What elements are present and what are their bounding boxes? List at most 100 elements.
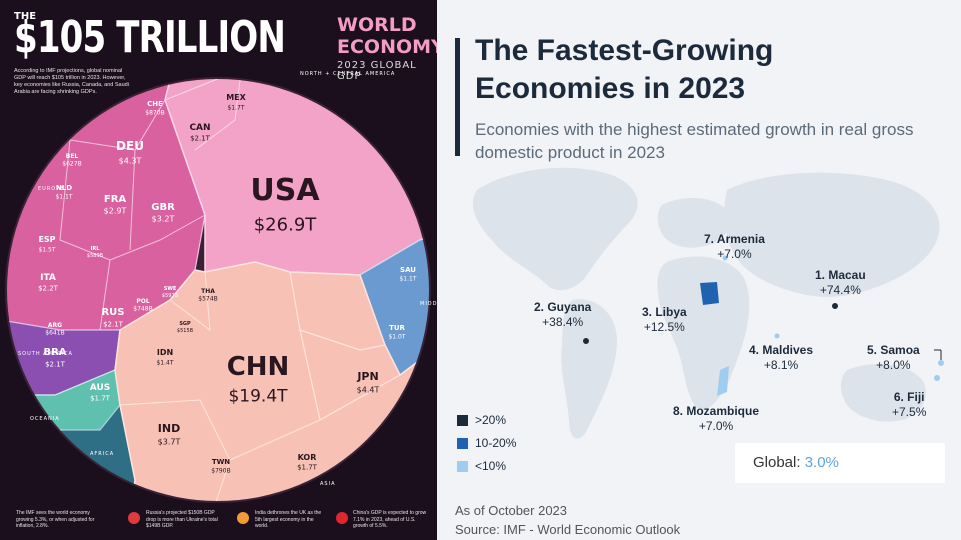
country-code-aus: AUS [90,383,110,393]
global-value: 3.0% [804,454,839,471]
headline-world-economy: WORLD ECONOMY [337,14,437,58]
continent-north-america [472,167,638,291]
country-value-jpn: $4.4T [357,385,380,394]
region-label: OCEANIA [30,416,60,422]
label-maldives-value: +8.1% [763,358,799,372]
divider-line [129,149,136,251]
country-value-deu: $4.3T [119,156,142,165]
footnote-russia: Russia's projected $150B GDP drop is mor… [146,510,218,529]
region-label: NORTH + CENTRAL AMERICA [300,71,395,77]
country-code-kor: KOR [298,453,317,462]
country-code-arg: ARG [48,322,62,329]
as-of-note: As of October 2023 [455,503,568,518]
region-label: EUROPE [38,186,64,192]
india-flag-icon [237,512,249,524]
country-value-ind: $3.7T [158,437,181,446]
headline-the: THE [14,11,37,22]
label-fiji-value: +7.5% [892,405,927,419]
libya-shape [700,282,719,305]
divider-line [164,79,261,101]
fiji-marker [934,375,940,381]
country-code-idn: IDN [157,348,173,357]
country-value-twn: $790B [211,468,230,475]
divider-line [194,79,241,151]
label-armenia-name: 7. Armenia [704,232,765,246]
footnote-china: China's GDP is expected to grow 7.1% in … [353,510,427,529]
legend-label-high: >20% [475,413,507,427]
country-code-swe: SWE [164,286,177,292]
region-north-america [164,79,429,276]
country-value-ita: $2.2T [38,285,59,293]
country-code-gbr: GBR [151,202,175,213]
country-value-kor: $1.7T [297,464,318,472]
label-macau-name: 1. Macau [815,268,866,282]
country-value-esp: $1.5T [38,247,55,254]
country-value-sgp: $515B [177,328,194,334]
label-libya-value: +12.5% [643,320,685,334]
country-code-nld: NLD [56,184,72,192]
country-value-idn: $1.4T [156,360,173,367]
country-code-sau: SAU [400,266,416,274]
world-map [472,167,944,439]
continent-south-america [561,299,617,439]
country-code-twn: TWN [212,458,230,466]
divider-line [119,399,231,501]
title-accent-bar [455,38,460,156]
label-samoa-value: +8.0% [876,358,911,372]
country-value-swe: $597B [162,293,179,299]
country-value-sau: $1.1T [399,276,416,283]
continent-asia [724,172,940,297]
country-value-gbr: $3.2T [152,215,175,224]
country-value-irl: $589B [87,253,104,259]
global-growth-box: Global: 3.0% [735,443,945,483]
country-code-deu: DEU [116,139,144,153]
country-value-bra: $2.1T [45,361,66,369]
footnote-growth: The IMF sees the world economy growing 5… [16,510,95,529]
divider-line [289,271,386,351]
label-fiji: 6. Fiji +7.5% [892,390,926,420]
country-code-usa: USA [250,173,320,208]
label-macau: 1. Macau +74.4% [815,268,866,298]
label-mozambique-name: 8. Mozambique [673,404,760,418]
label-fiji-name: 6. Fiji [893,390,925,404]
chart-subtitle: Economies with the highest estimated gro… [475,120,914,162]
legend-label-mid: 10-20% [475,436,517,450]
country-code-bel: BEL [66,153,79,160]
divider-line [169,271,211,332]
country-value-aus: $1.7T [90,395,111,403]
label-guyana-value: +38.4% [542,315,584,329]
armenia-marker [722,255,728,261]
legend-swatch-high [457,415,468,426]
country-value-rus: $2.1T [103,321,124,329]
china-flag-icon [336,512,348,524]
headline-world: WORLD [337,14,417,36]
country-value-nld: $1.1T [55,194,72,201]
maldives-marker [774,333,780,339]
country-code-chn: CHN [227,352,290,382]
country-code-bra: BRA [43,347,66,358]
headline-total: $105 TRILLION [14,12,286,63]
label-maldives: 4. Maldives +8.1% [749,343,813,373]
label-armenia: 7. Armenia +7.0% [704,232,765,262]
guyana-marker [583,338,589,344]
footnote-india: India dethrones the UK as the 5th larges… [255,510,322,529]
legend-label-low: <10% [475,459,507,473]
samoa-marker [938,360,944,366]
country-value-mex: $1.7T [227,105,244,112]
country-code-pol: POL [136,298,149,305]
region-label: AFRICA [90,451,114,457]
continent-australia [841,364,926,422]
country-value-bel: $627B [62,161,81,168]
infographic-subtitle: 2023 GLOBAL GDP [337,60,417,82]
country-code-rus: RUS [101,307,124,318]
label-libya: 3. Libya +12.5% [642,305,687,335]
country-value-can: $2.1T [190,135,211,143]
continent-europe [657,198,731,248]
label-macau-value: +74.4% [819,283,861,297]
country-code-irl: IRL [91,246,101,252]
mozambique-shape [717,366,729,396]
region-label: SOUTH AMERICA [18,351,73,357]
country-code-ita: ITA [40,273,56,283]
country-value-tha: $574B [198,296,217,303]
fastest-growing-panel: The Fastest-Growing Economies in 2023 Ec… [437,0,961,540]
